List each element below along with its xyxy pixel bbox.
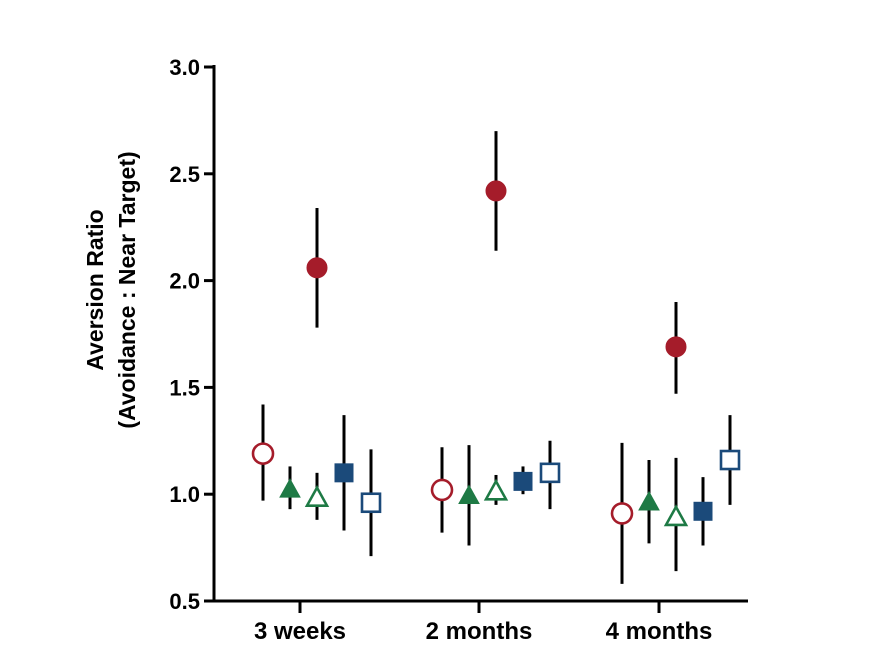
data-point xyxy=(663,504,689,527)
data-marks xyxy=(251,131,741,584)
data-point xyxy=(279,478,301,498)
data-point xyxy=(610,502,634,525)
x-category-label: 4 months xyxy=(606,618,713,645)
x-ticks: 3 weeks 2 months 4 months xyxy=(254,601,712,645)
y-tick-label: 3.0 xyxy=(169,55,200,80)
y-axis-title-line2: (Avoidance : Near Target) xyxy=(114,151,140,428)
data-point xyxy=(360,492,382,514)
y-tick-label: 2.0 xyxy=(169,269,200,294)
data-point xyxy=(304,484,330,507)
data-point xyxy=(539,462,561,484)
x-category-label: 2 months xyxy=(426,618,533,645)
data-point xyxy=(513,471,533,491)
y-tick-label: 2.5 xyxy=(169,162,200,187)
y-tick-label: 1.0 xyxy=(169,482,200,507)
series-triangle-open xyxy=(304,457,689,572)
series-circle-filled xyxy=(306,131,687,394)
y-axis-title: Aversion Ratio (Avoidance : Near Target) xyxy=(82,151,140,428)
data-point xyxy=(483,478,509,501)
data-point xyxy=(719,449,741,471)
y-axis-title-line1: Aversion Ratio xyxy=(82,209,108,370)
y-tick-label: 1.5 xyxy=(169,375,200,400)
x-category-label: 3 weeks xyxy=(254,618,346,645)
data-point xyxy=(306,257,328,279)
series-circle-open xyxy=(251,404,634,584)
y-tick-label: 0.5 xyxy=(169,589,200,614)
data-point xyxy=(251,442,275,465)
series-square-filled xyxy=(334,415,713,546)
data-point xyxy=(485,180,507,202)
data-point xyxy=(334,463,354,483)
y-ticks: 0.5 1.0 1.5 2.0 2.5 3.0 xyxy=(169,55,214,614)
data-point xyxy=(458,484,480,505)
series-square-open xyxy=(360,415,741,557)
data-point xyxy=(638,490,660,511)
series-triangle-filled xyxy=(279,445,660,546)
data-point xyxy=(430,478,454,502)
data-point xyxy=(693,501,713,521)
data-point xyxy=(665,336,687,358)
